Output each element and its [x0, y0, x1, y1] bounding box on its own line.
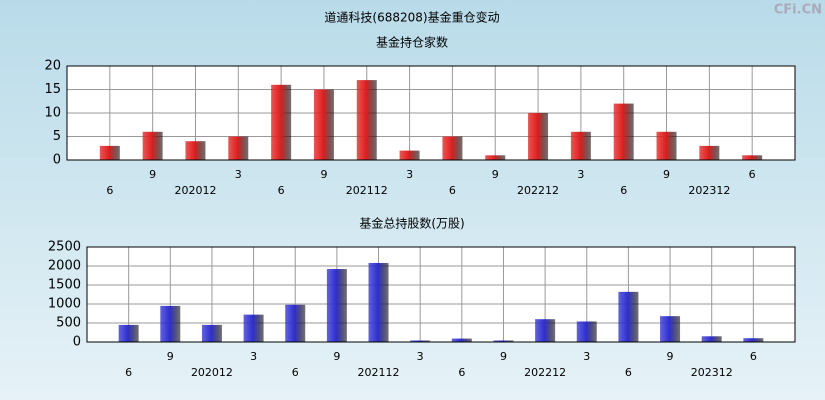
- bar: [399, 150, 420, 160]
- chart-subtitle: 基金持仓家数: [376, 35, 448, 50]
- x-tick-label: 3: [235, 168, 242, 181]
- x-tick-label: 6: [278, 184, 285, 197]
- x-tick-label: 202312: [691, 366, 733, 379]
- y-tick-label: 0: [73, 335, 81, 350]
- bar: [185, 141, 206, 160]
- bar: [442, 136, 463, 160]
- x-tick-label: 6: [750, 350, 757, 363]
- bar: [576, 321, 597, 342]
- x-tick-label: 9: [149, 168, 156, 181]
- y-tick-label: 1000: [48, 297, 81, 312]
- chart-subtitle: 基金总持股数(万股): [359, 216, 464, 231]
- x-tick-label: 6: [625, 366, 632, 379]
- bar: [613, 103, 634, 160]
- bar: [243, 314, 264, 342]
- x-tick-label: 202312: [688, 184, 730, 197]
- plot-frame: [86, 246, 796, 343]
- y-tick-label: 1500: [48, 278, 81, 293]
- bar: [356, 80, 377, 160]
- y-tick-label: 15: [44, 82, 61, 97]
- plot-frame: [66, 65, 796, 161]
- x-tick-label: 202212: [517, 184, 559, 197]
- y-tick-label: 20: [44, 59, 61, 74]
- bar: [118, 324, 139, 342]
- bar: [528, 113, 549, 160]
- bar: [368, 262, 389, 342]
- y-tick-label: 0: [53, 153, 61, 168]
- bar: [701, 336, 722, 342]
- bar: [618, 291, 639, 342]
- x-tick-label: 9: [333, 350, 340, 363]
- bar: [485, 155, 506, 160]
- bar: [410, 340, 431, 342]
- x-tick-label: 6: [449, 184, 456, 197]
- x-tick-label: 3: [417, 350, 424, 363]
- x-tick-label: 9: [320, 168, 327, 181]
- x-tick-label: 6: [125, 366, 132, 379]
- bar: [228, 136, 249, 160]
- x-tick-label: 202112: [346, 184, 388, 197]
- y-tick-label: 2000: [48, 259, 81, 274]
- bar: [271, 84, 292, 160]
- y-tick-label: 2500: [48, 240, 81, 255]
- x-tick-label: 202012: [191, 366, 233, 379]
- x-tick-label: 9: [167, 350, 174, 363]
- bar: [570, 131, 591, 160]
- bar: [699, 145, 720, 160]
- x-tick-label: 6: [292, 366, 299, 379]
- bar: [326, 269, 347, 342]
- x-tick-label: 3: [250, 350, 257, 363]
- x-tick-label: 3: [406, 168, 413, 181]
- x-tick-label: 9: [663, 168, 670, 181]
- bar: [535, 319, 556, 342]
- plot-area: [86, 246, 796, 343]
- x-tick-label: 3: [583, 350, 590, 363]
- x-tick-label: 6: [749, 168, 756, 181]
- x-tick-label: 202012: [174, 184, 216, 197]
- x-tick-label: 9: [492, 168, 499, 181]
- x-tick-label: 202112: [358, 366, 400, 379]
- x-tick-label: 9: [667, 350, 674, 363]
- bar: [142, 131, 163, 160]
- y-tick-label: 500: [56, 316, 81, 331]
- bar: [285, 304, 306, 342]
- y-tick-label: 5: [53, 129, 61, 144]
- bar: [160, 305, 181, 342]
- watermark: CFi.CN: [774, 3, 822, 18]
- bar: [656, 131, 677, 160]
- bar: [201, 324, 222, 342]
- x-tick-label: 3: [577, 168, 584, 181]
- x-tick-label: 202212: [524, 366, 566, 379]
- bar: [313, 89, 334, 160]
- bar: [451, 338, 472, 342]
- chart-title: 道通科技(688208)基金重仓变动: [324, 10, 499, 25]
- x-tick-label: 6: [458, 366, 465, 379]
- bar: [660, 316, 681, 342]
- x-tick-label: 9: [500, 350, 507, 363]
- bar: [99, 145, 120, 160]
- bar: [742, 155, 763, 160]
- x-tick-label: 6: [106, 184, 113, 197]
- x-tick-label: 6: [620, 184, 627, 197]
- bar: [743, 338, 764, 342]
- bar: [493, 340, 514, 342]
- y-tick-label: 10: [44, 106, 61, 121]
